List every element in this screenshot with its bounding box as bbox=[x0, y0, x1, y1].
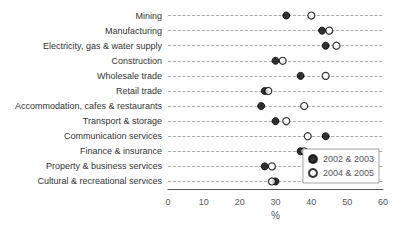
svg-text:Finance & insurance: Finance & insurance bbox=[80, 146, 162, 156]
svg-text:Construction: Construction bbox=[111, 56, 162, 66]
svg-text:Accommodation, cafes & restaur: Accommodation, cafes & restaurants bbox=[15, 101, 163, 111]
svg-text:10: 10 bbox=[199, 197, 209, 207]
svg-text:40: 40 bbox=[306, 197, 316, 207]
svg-text:50: 50 bbox=[342, 197, 352, 207]
svg-text:Mining: Mining bbox=[135, 11, 162, 21]
svg-text:2002 & 2003: 2002 & 2003 bbox=[323, 154, 374, 164]
svg-text:2004 & 2005: 2004 & 2005 bbox=[323, 168, 374, 178]
svg-text:Cultural & recreational servic: Cultural & recreational services bbox=[37, 176, 162, 186]
svg-text:20: 20 bbox=[235, 197, 245, 207]
svg-text:Transport & storage: Transport & storage bbox=[83, 116, 162, 126]
svg-text:Wholesale trade: Wholesale trade bbox=[97, 71, 162, 81]
svg-text:Retail trade: Retail trade bbox=[116, 86, 162, 96]
svg-text:Manufacturing: Manufacturing bbox=[105, 26, 162, 36]
svg-text:60: 60 bbox=[378, 197, 388, 207]
svg-text:Property & business services: Property & business services bbox=[46, 161, 163, 171]
svg-text:0: 0 bbox=[165, 197, 170, 207]
svg-text:Electricity, gas & water suppl: Electricity, gas & water supply bbox=[43, 41, 162, 51]
svg-text:Communication services: Communication services bbox=[64, 131, 163, 141]
svg-text:30: 30 bbox=[270, 197, 280, 207]
svg-text:%: % bbox=[271, 210, 280, 221]
